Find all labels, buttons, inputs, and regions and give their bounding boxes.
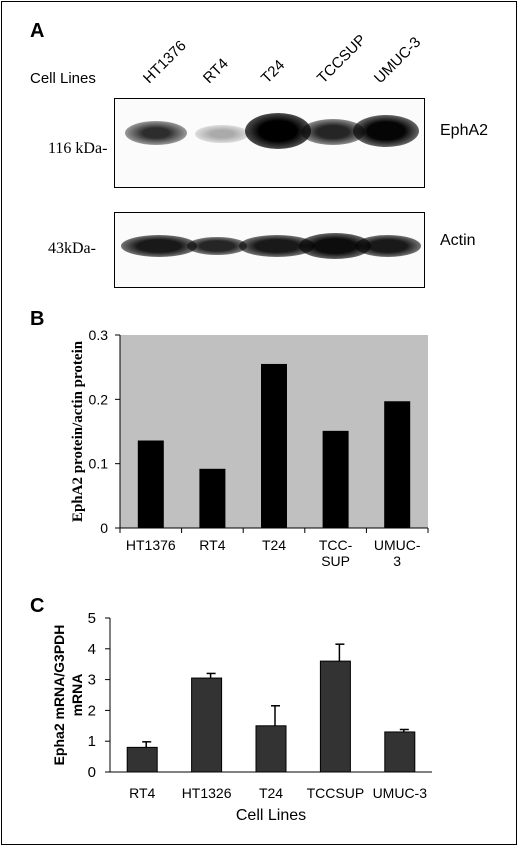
actin-marker: 43kDa- [48,240,96,257]
x-axis-label: Cell Lines [236,807,306,824]
y-tick-label: 1 [88,733,96,750]
y-tick-label: 3 [88,672,96,689]
bar [322,430,349,528]
panel-b-letter: B [30,308,45,330]
panel-a-letter: A [30,20,45,42]
cell-lines-label: Cell Lines [30,70,96,87]
x-tick-label: T24 [259,785,283,801]
y-axis-label: Epha2 mRNA/G3PDH mRNA [51,625,85,766]
epha2-band [353,115,419,147]
bar [261,363,287,528]
epha2-band [245,113,311,149]
bar [384,401,411,528]
y-tick-label: 0.3 [89,327,109,343]
epha2-band [195,125,249,143]
x-tick-label: TCCSUP [307,785,365,801]
x-tick-label: HT1376 [126,537,176,553]
actin-label: Actin [440,232,476,249]
x-tick-label: UMUC-3 [374,537,421,569]
epha2-label: EphA2 [440,122,489,139]
epha2-band [125,121,187,145]
y-tick-label: 0.1 [89,456,109,472]
x-tick-label: HT1326 [182,785,232,801]
x-tick-label: RT4 [199,537,225,553]
y-tick-label: 0.2 [89,391,109,407]
x-tick-label: RT4 [129,785,155,801]
y-tick-label: 4 [88,641,96,658]
y-tick-label: 0 [100,520,108,536]
actin-band [239,235,315,257]
actin-band [355,235,421,257]
epha2-blot [114,98,425,188]
actin-band [187,237,247,255]
y-tick-label: 5 [88,610,96,627]
x-tick-label: T24 [262,537,286,553]
panel-c-letter: C [30,595,45,617]
y-axis-label: EphA2 protein/actin protein [70,340,86,522]
bar [384,731,416,773]
bar [126,746,158,773]
bar [137,440,164,528]
bar [199,468,226,528]
bar [191,677,223,773]
x-tick-label: UMUC-3 [373,785,428,801]
actin-band [121,235,197,257]
epha2-marker: 116 kDa- [48,140,108,157]
bar [255,725,287,773]
actin-blot [114,212,425,288]
y-tick-label: 0 [88,764,96,781]
bar [319,660,351,773]
x-tick-label: TCC-SUP [319,537,353,569]
y-tick-label: 2 [88,702,96,719]
